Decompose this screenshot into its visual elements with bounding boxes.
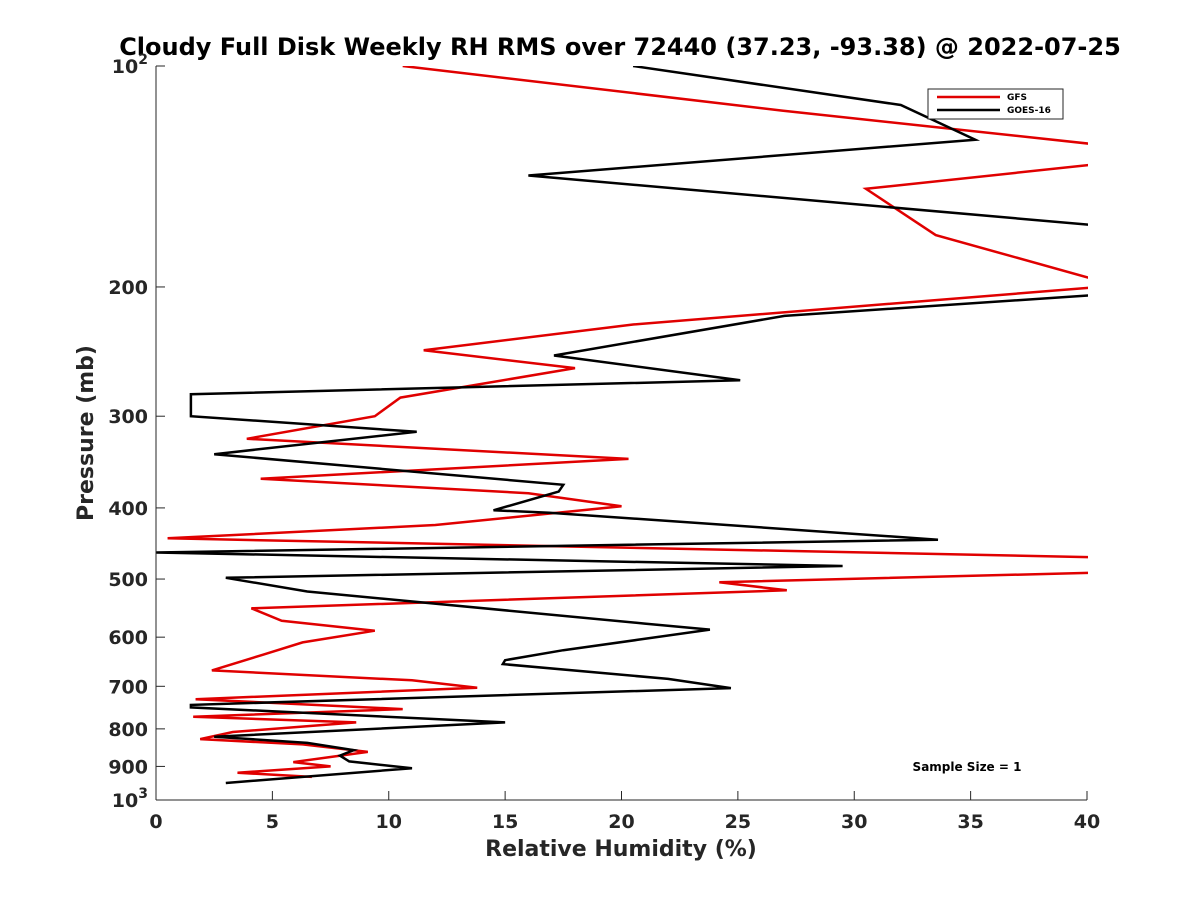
x-tick-label: 35 xyxy=(957,811,983,833)
y-tick-label: 200 xyxy=(108,277,148,299)
y-tick-label: 900 xyxy=(108,756,148,778)
y-ticks: 102 200 300 400 500 600 700 800 900 103 xyxy=(108,52,165,812)
x-tick-label: 25 xyxy=(725,811,751,833)
y-tick-label: 300 xyxy=(108,406,148,428)
y-tick-label: 700 xyxy=(108,676,148,698)
legend-label-gfs: GFS xyxy=(1007,93,1027,103)
x-tick-label: 10 xyxy=(376,811,402,833)
series-group xyxy=(156,66,1088,785)
x-ticks: 0 5 10 15 20 25 30 35 40 xyxy=(149,791,1100,833)
x-tick-label: 40 xyxy=(1074,811,1100,833)
legend-box xyxy=(927,88,1064,120)
legend: GFS GOES-16 xyxy=(927,88,1064,120)
y-tick-label: 102 xyxy=(112,52,148,78)
y-tick-label: 600 xyxy=(108,627,148,649)
y-tick-label: 800 xyxy=(108,719,148,741)
x-tick-label: 15 xyxy=(492,811,518,833)
chart-title: Cloudy Full Disk Weekly RH RMS over 7244… xyxy=(119,33,1121,61)
x-tick-label: 20 xyxy=(608,811,634,833)
y-tick-label: 103 xyxy=(112,786,148,812)
series-line-goes-16 xyxy=(156,66,1088,785)
x-tick-label: 30 xyxy=(841,811,867,833)
y-tick-label: 400 xyxy=(108,498,148,520)
y-axis-label: Pressure (mb) xyxy=(74,345,99,521)
sample-size-annotation: Sample Size = 1 xyxy=(913,760,1022,774)
series-line-gfs xyxy=(167,66,1088,779)
axes xyxy=(155,66,1087,801)
x-tick-label: 5 xyxy=(266,811,279,833)
x-tick-label: 0 xyxy=(149,811,162,833)
legend-label-goes-16: GOES-16 xyxy=(1007,106,1051,116)
x-axis-label: Relative Humidity (%) xyxy=(485,837,757,862)
y-tick-label: 500 xyxy=(108,569,148,591)
